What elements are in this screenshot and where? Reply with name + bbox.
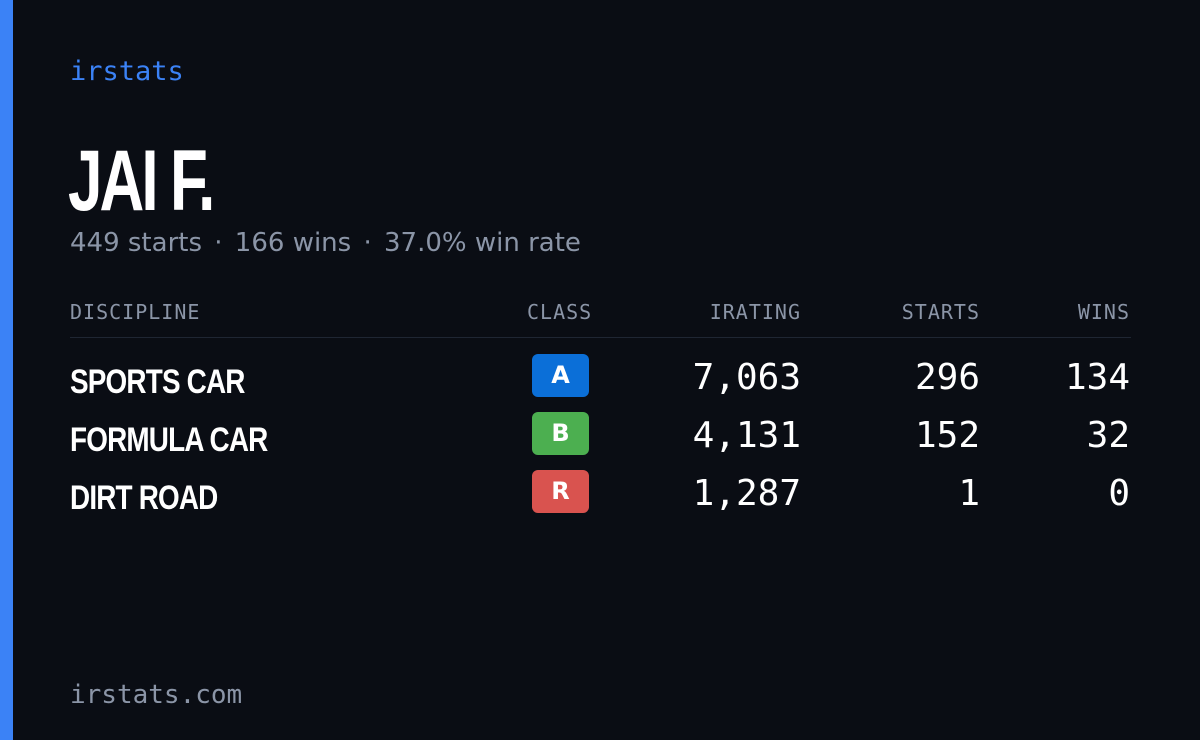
wins-value: 32 xyxy=(1086,415,1130,456)
header-irating: IRATING xyxy=(709,300,801,324)
irating-value: 1,287 xyxy=(692,473,801,514)
stats-table-header: DISCIPLINE CLASS IRATING STARTS WINS xyxy=(70,300,1131,338)
discipline-name: FORMULA CAR xyxy=(70,421,268,459)
wins-summary: 166 wins xyxy=(234,228,352,258)
brand-logo-text: irstats xyxy=(70,56,184,87)
accent-bar xyxy=(0,0,13,740)
wins-value: 134 xyxy=(1064,357,1130,398)
summary-separator: · xyxy=(214,228,223,258)
footer-url: irstats.com xyxy=(70,680,243,710)
starts-value: 1 xyxy=(958,473,980,514)
starts-value: 152 xyxy=(914,415,980,456)
license-class-badge: R xyxy=(532,470,589,513)
table-row: FORMULA CAR B 4,131 152 32 xyxy=(70,410,1131,460)
header-starts: STARTS xyxy=(901,300,980,324)
starts-value: 296 xyxy=(914,357,980,398)
summary-separator: · xyxy=(363,228,372,258)
header-wins: WINS xyxy=(1077,300,1130,324)
header-discipline: DISCIPLINE xyxy=(70,300,201,324)
discipline-name: SPORTS CAR xyxy=(70,363,245,401)
header-class: CLASS xyxy=(527,300,593,324)
license-class-badge: A xyxy=(532,354,589,397)
wins-value: 0 xyxy=(1108,473,1130,514)
table-row: DIRT ROAD R 1,287 1 0 xyxy=(70,468,1131,518)
discipline-name: DIRT ROAD xyxy=(70,479,218,517)
table-row: SPORTS CAR A 7,063 296 134 xyxy=(70,352,1131,402)
driver-summary: 449 starts · 166 wins · 37.0% win rate xyxy=(70,228,581,258)
license-class-badge: B xyxy=(532,412,589,455)
driver-name: JAI F. xyxy=(68,133,215,229)
irating-value: 4,131 xyxy=(692,415,801,456)
winrate-summary: 37.0% win rate xyxy=(384,228,581,258)
starts-summary: 449 starts xyxy=(70,228,202,258)
irating-value: 7,063 xyxy=(692,357,801,398)
